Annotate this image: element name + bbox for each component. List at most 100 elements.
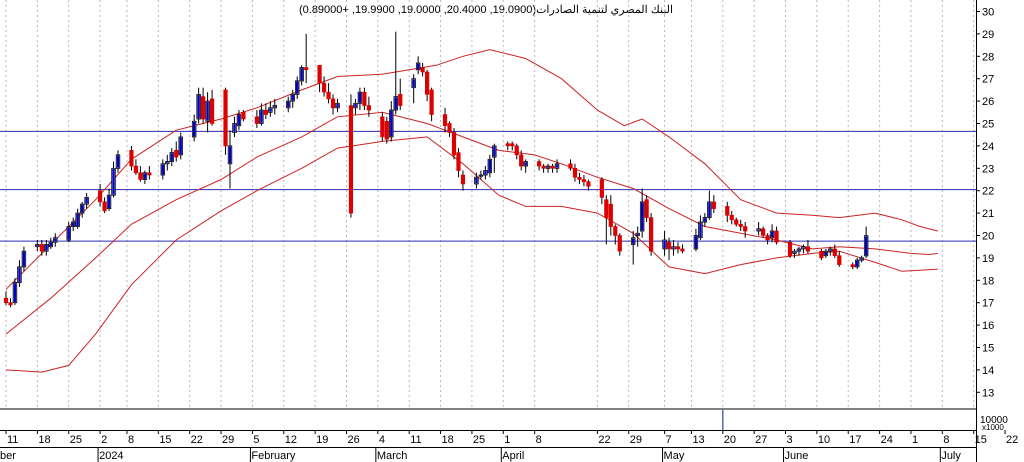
x-tick-label: 12 <box>285 434 297 446</box>
candle <box>191 114 197 142</box>
candle <box>707 190 712 220</box>
y-tick-label: 14 <box>982 365 994 377</box>
candle-fill <box>273 106 276 108</box>
candle <box>362 87 367 111</box>
volume-tick-label: 10000 <box>980 415 1008 426</box>
x-tick-label: 18 <box>38 434 50 446</box>
candle <box>389 101 394 142</box>
candle-body <box>805 246 811 252</box>
candle-fill <box>484 171 487 175</box>
candle-fill <box>390 110 393 137</box>
candle-fill <box>269 108 272 112</box>
candle-body <box>209 98 215 124</box>
y-tick-label: 27 <box>982 74 994 86</box>
x-tick-label: 3 <box>787 434 793 446</box>
month-label: May <box>664 450 685 462</box>
candle-fill <box>797 249 801 251</box>
candle <box>102 197 107 214</box>
candle-fill <box>555 164 559 168</box>
candle-body <box>586 181 591 187</box>
candle-body <box>460 174 466 185</box>
candle-body <box>819 250 824 259</box>
candle <box>259 103 264 126</box>
candle <box>227 130 233 189</box>
candle-body <box>787 241 793 256</box>
candle <box>17 260 22 288</box>
candle <box>326 83 331 104</box>
candle <box>304 33 309 84</box>
candle <box>263 103 268 120</box>
candle-fill <box>166 162 169 164</box>
candle-body <box>8 302 13 306</box>
ohlc-readout: (19.0900, 20.4000, 19.0000, 19.9900, +0.… <box>298 4 536 16</box>
candle-body <box>384 120 389 140</box>
candle <box>115 150 121 173</box>
y-tick-label: 17 <box>982 298 994 310</box>
candle-fill <box>358 92 362 103</box>
candle-fill <box>237 115 241 126</box>
candle <box>147 166 152 180</box>
candle-fill <box>632 238 635 244</box>
candle <box>209 89 215 126</box>
y-tick-label: 15 <box>982 343 994 355</box>
candle <box>613 224 618 245</box>
candle <box>330 94 336 115</box>
x-tick-label: 20 <box>724 434 736 446</box>
candle-fill <box>546 166 550 168</box>
candle <box>572 163 578 182</box>
candle <box>84 192 89 209</box>
candle <box>711 195 716 214</box>
candle-fill <box>672 247 675 249</box>
candle <box>415 56 421 75</box>
candle-fill <box>802 247 805 249</box>
candle-body <box>380 116 385 138</box>
candle-fill <box>76 213 79 226</box>
month-label: July <box>941 450 961 462</box>
candle-body <box>330 98 336 109</box>
candle-body <box>734 219 739 225</box>
month-label: April <box>502 450 524 462</box>
candle <box>232 116 237 137</box>
candle-body <box>138 172 143 180</box>
candle <box>357 87 363 111</box>
candle-body <box>617 235 622 252</box>
candle-fill <box>856 260 859 267</box>
candle-body <box>613 226 618 236</box>
candle <box>554 159 560 173</box>
candle-body <box>711 201 716 209</box>
x-tick-label: 19 <box>316 434 328 446</box>
chart-header: البنك المصري لتنمية الصادرات(19.0900, 20… <box>0 3 976 16</box>
candle <box>832 244 837 258</box>
candle <box>393 31 398 115</box>
candle <box>44 239 49 256</box>
instrument-name: البنك المصري لتنمية الصادرات <box>536 4 674 16</box>
candle <box>675 242 681 254</box>
candle-fill <box>192 121 196 137</box>
x-tick-label: 18 <box>442 434 454 446</box>
candle <box>451 127 457 160</box>
candle-body <box>581 179 587 183</box>
candle <box>568 159 573 171</box>
volume-unit-label: x1000 <box>982 423 1004 432</box>
candle-body <box>514 145 519 156</box>
x-tick-label: 27 <box>755 434 767 446</box>
candle-fill <box>143 173 147 179</box>
candle <box>850 262 855 270</box>
candle <box>729 210 734 225</box>
y-tick-label: 22 <box>982 186 994 198</box>
candle-body <box>541 165 546 169</box>
candle <box>537 159 542 171</box>
candle <box>39 239 44 256</box>
x-tick-label: 15 <box>159 434 171 446</box>
candle <box>541 163 546 173</box>
candle <box>286 96 291 113</box>
candle-fill <box>864 236 868 256</box>
x-tick-label: 11 <box>7 434 18 446</box>
candle-body <box>321 82 327 93</box>
candle <box>425 69 430 102</box>
candle <box>398 78 403 111</box>
candle-fill <box>699 222 702 238</box>
month-label: 2024 <box>99 450 123 462</box>
candle <box>743 222 748 238</box>
candle-body <box>743 226 748 232</box>
